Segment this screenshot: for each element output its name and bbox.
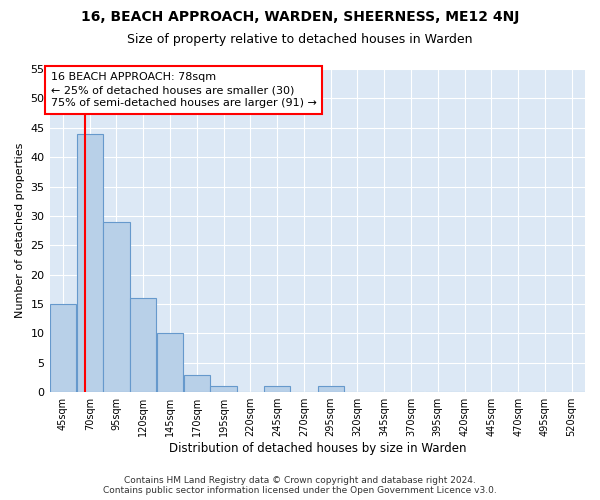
X-axis label: Distribution of detached houses by size in Warden: Distribution of detached houses by size … bbox=[169, 442, 466, 455]
Bar bbox=[77, 134, 103, 392]
Bar bbox=[103, 222, 130, 392]
Text: 16 BEACH APPROACH: 78sqm
← 25% of detached houses are smaller (30)
75% of semi-d: 16 BEACH APPROACH: 78sqm ← 25% of detach… bbox=[50, 72, 316, 108]
Text: 16, BEACH APPROACH, WARDEN, SHEERNESS, ME12 4NJ: 16, BEACH APPROACH, WARDEN, SHEERNESS, M… bbox=[81, 10, 519, 24]
Y-axis label: Number of detached properties: Number of detached properties bbox=[15, 143, 25, 318]
Bar bbox=[184, 374, 210, 392]
Bar bbox=[264, 386, 290, 392]
Bar bbox=[211, 386, 236, 392]
Bar bbox=[130, 298, 157, 392]
Bar bbox=[157, 334, 183, 392]
Bar bbox=[50, 304, 76, 392]
Text: Contains HM Land Registry data © Crown copyright and database right 2024.
Contai: Contains HM Land Registry data © Crown c… bbox=[103, 476, 497, 495]
Bar bbox=[317, 386, 344, 392]
Text: Size of property relative to detached houses in Warden: Size of property relative to detached ho… bbox=[127, 32, 473, 46]
